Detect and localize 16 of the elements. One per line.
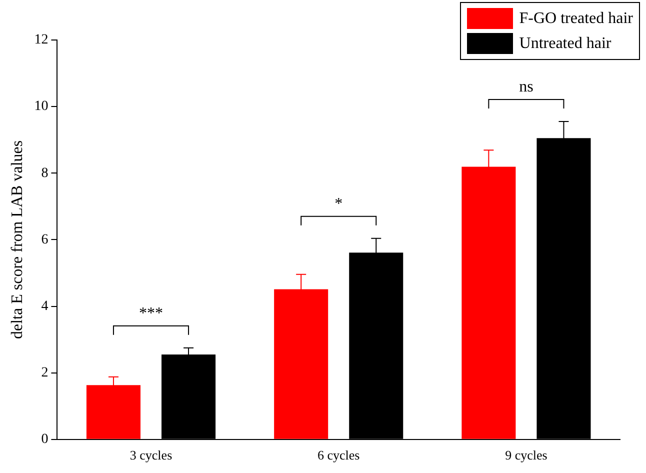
legend-label: Untreated hair [518, 34, 612, 54]
x-tick-label: 9 cycles [505, 448, 548, 463]
y-tick-label: 0 [41, 432, 48, 448]
annotation: * [334, 196, 343, 213]
y-tick-label: 6 [41, 232, 48, 248]
y-tick-label: 12 [34, 32, 48, 48]
y-tick-label: 8 [41, 166, 48, 181]
x-tick-label: 3 cycles [130, 448, 172, 463]
legend-label: F-GO treated hair [518, 8, 633, 28]
y-tick-label: 10 [34, 99, 48, 114]
y-tick-label: 2 [41, 366, 48, 381]
annotation: ns [519, 78, 534, 96]
annotation: *** [139, 305, 163, 322]
y-axis-title: delta E score from LAB values [8, 140, 26, 340]
y-tick-label: 4 [41, 298, 48, 314]
x-tick-label: 6 cycles [317, 448, 360, 463]
